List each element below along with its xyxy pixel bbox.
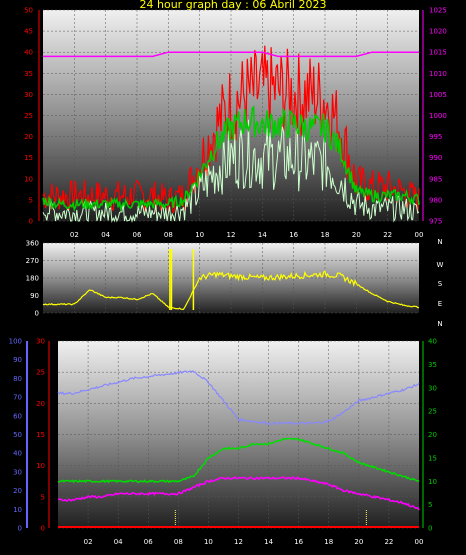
y-tick-label-temperature: 15 xyxy=(36,431,45,439)
series-pressure xyxy=(43,51,419,58)
x-tick-label: 16 xyxy=(289,231,298,239)
x-tick-label: 06 xyxy=(144,538,153,546)
y-tick-label-dewpoint: 35 xyxy=(428,361,437,369)
y-tick-label-humidity: 70 xyxy=(13,394,22,402)
y-tick-label-pressure: 995 xyxy=(429,133,442,141)
y-tick-label-wind: 50 xyxy=(24,7,33,15)
y-tick-label-temperature: 20 xyxy=(36,400,45,408)
y-tick-label-humidity: 0 xyxy=(18,525,22,533)
y-tick-label-pressure: 1015 xyxy=(429,49,447,57)
y-tick-label-dewpoint: 20 xyxy=(428,431,437,439)
x-tick-label: 18 xyxy=(324,538,333,546)
y-tick-label-wind: 30 xyxy=(24,91,33,99)
y-tick-label-wind: 20 xyxy=(24,133,33,141)
y-tick-label-temperature: 10 xyxy=(36,462,45,470)
x-tick-label: 00 xyxy=(415,231,424,239)
chart-title: 24 hour graph day : 06 Abril 2023 xyxy=(139,0,327,11)
y-tick-label-direction: 360 xyxy=(26,240,39,248)
y-tick-label-pressure: 1005 xyxy=(429,91,447,99)
y-tick-label-wind: 40 xyxy=(24,49,33,57)
y-tick-label-wind: 10 xyxy=(24,175,33,183)
x-tick-label: 22 xyxy=(384,538,393,546)
x-tick-label: 04 xyxy=(101,231,110,239)
y-tick-label-dewpoint: 10 xyxy=(428,478,437,486)
x-tick-label: 02 xyxy=(70,231,79,239)
y-tick-label-dewpoint: 15 xyxy=(428,454,437,462)
x-tick-label: 10 xyxy=(204,538,213,546)
y-tick-label-humidity: 80 xyxy=(13,375,22,383)
x-tick-label: 20 xyxy=(352,231,361,239)
y-tick-label-dewpoint: 0 xyxy=(428,525,432,533)
x-tick-label: 22 xyxy=(383,231,392,239)
y-tick-label-humidity: 40 xyxy=(13,450,22,458)
series-humidity xyxy=(57,370,420,425)
compass-label: E xyxy=(438,300,442,308)
compass-label: N xyxy=(437,320,442,328)
x-tick-label: 14 xyxy=(264,538,273,546)
x-tick-label: 10 xyxy=(195,231,204,239)
y-tick-label-wind: 5 xyxy=(29,196,33,204)
compass-label: N xyxy=(437,238,442,246)
y-tick-label-dewpoint: 40 xyxy=(428,338,437,346)
y-tick-label-pressure: 1025 xyxy=(429,7,447,15)
y-tick-label-direction: 90 xyxy=(30,292,39,300)
y-tick-label-wind: 15 xyxy=(24,154,33,162)
y-tick-label-temperature: 30 xyxy=(36,338,45,346)
y-tick-label-pressure: 1010 xyxy=(429,70,447,78)
y-tick-label-pressure: 1000 xyxy=(429,112,447,120)
y-tick-label-dewpoint: 30 xyxy=(428,384,437,392)
x-tick-label: 08 xyxy=(164,231,173,239)
x-tick-label: 12 xyxy=(234,538,243,546)
x-tick-label: 18 xyxy=(321,231,330,239)
y-tick-label-pressure: 985 xyxy=(429,175,442,183)
y-tick-label-temperature: 0 xyxy=(41,525,45,533)
x-tick-label: 20 xyxy=(354,538,363,546)
y-tick-label-dewpoint: 5 xyxy=(428,501,432,509)
y-tick-label-wind: 25 xyxy=(24,112,33,120)
series-temperature xyxy=(57,476,420,511)
x-tick-label: 00 xyxy=(415,538,424,546)
y-tick-label-humidity: 50 xyxy=(13,431,22,439)
y-tick-label-humidity: 60 xyxy=(13,412,22,420)
x-tick-label: 12 xyxy=(227,231,236,239)
y-tick-label-humidity: 20 xyxy=(13,487,22,495)
x-tick-label: 06 xyxy=(133,231,142,239)
series-wind-average xyxy=(42,105,420,212)
series-dewpoint xyxy=(57,437,420,484)
y-tick-label-wind: 0 xyxy=(29,218,33,226)
x-tick-label: 04 xyxy=(114,538,123,546)
y-tick-label-direction: 0 xyxy=(35,310,39,318)
x-tick-label: 08 xyxy=(174,538,183,546)
series-wind-minimum xyxy=(42,119,420,223)
y-tick-label-humidity: 100 xyxy=(9,338,22,346)
y-tick-label-direction: 180 xyxy=(26,275,39,283)
y-tick-label-humidity: 30 xyxy=(13,468,22,476)
y-tick-label-wind: 35 xyxy=(24,70,33,78)
y-tick-label-humidity: 10 xyxy=(13,506,22,514)
y-tick-label-humidity: 90 xyxy=(13,356,22,364)
compass-label: S xyxy=(438,280,443,288)
x-tick-label: 14 xyxy=(258,231,267,239)
series-wind-direction xyxy=(42,270,420,311)
y-tick-label-pressure: 980 xyxy=(429,196,442,204)
compass-label: W xyxy=(437,261,444,269)
y-tick-label-pressure: 1020 xyxy=(429,28,447,36)
y-tick-label-temperature: 5 xyxy=(41,493,45,501)
x-tick-label: 16 xyxy=(294,538,303,546)
y-tick-label-dewpoint: 25 xyxy=(428,408,437,416)
y-tick-label-pressure: 990 xyxy=(429,154,442,162)
y-tick-label-pressure: 975 xyxy=(429,218,442,226)
series-wind-gust xyxy=(42,45,420,214)
y-tick-label-temperature: 25 xyxy=(36,369,45,377)
y-tick-label-wind: 45 xyxy=(24,28,33,36)
x-tick-label: 02 xyxy=(84,538,93,546)
y-tick-label-direction: 270 xyxy=(26,257,39,265)
